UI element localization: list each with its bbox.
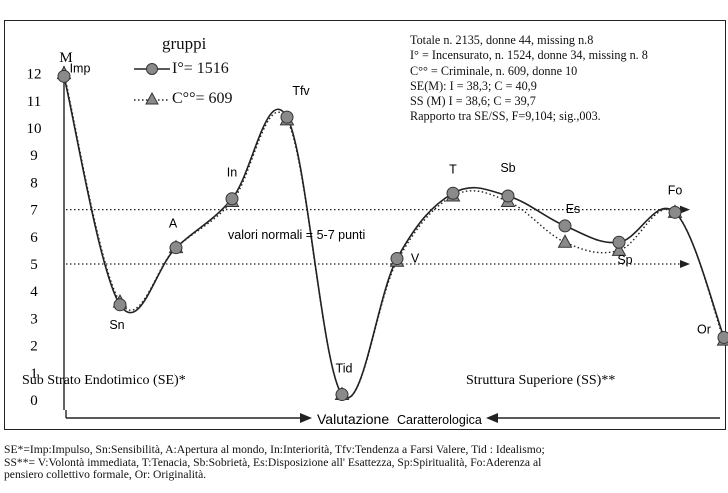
y-tick-label: 0 — [30, 393, 38, 409]
category-label-fo: Fo — [668, 183, 683, 197]
stats-line: SE(M): I = 38,3; C = 40,9 — [410, 78, 537, 93]
marker-circle-imp — [57, 69, 71, 83]
marker-circle-in — [225, 192, 239, 206]
category-label-t: T — [449, 162, 457, 176]
category-labels: Imp Sn A In Tfv Tid V T Sb Es Sp Fo Or — [70, 61, 711, 375]
y-tick-label: 7 — [30, 203, 38, 219]
category-label-v: V — [411, 252, 420, 266]
x-axis-label-main: Valutazione — [317, 411, 389, 427]
footnote-line: SS**= V:Volontà immediata, T:Tenacia, Sb… — [4, 455, 542, 469]
marker-circle-t — [446, 186, 460, 200]
legend-item-criminale: C°°= 609 — [132, 84, 272, 114]
stats-line: Totale n. 2135, donne 44, missing n.8 — [410, 33, 594, 47]
marker-triangle-es — [557, 234, 573, 248]
y-tick-label: 4 — [30, 284, 38, 300]
y-tick-label: 12 — [27, 67, 42, 83]
marker-circle-tfv — [280, 110, 294, 124]
category-label-sb: Sb — [500, 161, 515, 175]
legend-item-incensurato: I°= 1516 — [132, 54, 272, 84]
series-markers — [56, 65, 728, 402]
y-tick-label: 1 — [30, 366, 38, 382]
marker-circle-sn — [113, 298, 127, 312]
marker-circle-sp — [612, 235, 626, 249]
category-label-tid: Tid — [336, 362, 353, 376]
marker-circle-fo — [668, 205, 682, 219]
y-tick-label: 2 — [30, 339, 38, 355]
legend-footnote: SE*=Imp:Impulso, Sn:Sensibilità, A:Apert… — [4, 443, 724, 482]
legend-triangle-dotted-icon — [134, 92, 170, 105]
category-label-sn: Sn — [109, 318, 124, 332]
stats-line: C°° = Criminale, n. 609, donne 10 — [410, 63, 578, 78]
region-left-label: Sub Strato Endotimico (SE)* — [22, 373, 186, 388]
region-right-label: Struttura Superiore (SS)** — [466, 373, 615, 388]
y-tick-label: 8 — [30, 175, 38, 191]
category-label-a: A — [169, 217, 178, 231]
stats-line: SS (M) I = 38,6; C = 39,7 — [410, 94, 536, 109]
y-tick-label: 5 — [30, 257, 38, 273]
marker-circle-es — [558, 219, 572, 233]
category-label-tfv: Tfv — [292, 84, 310, 98]
reference-arrow — [680, 260, 690, 268]
y-tick-label: 9 — [30, 148, 38, 164]
y-axis-marker: M — [59, 50, 72, 66]
marker-circle-a — [169, 241, 183, 255]
chart-annotations: valori normali = 5-7 punti Sub Strato En… — [22, 228, 615, 427]
reference-arrow — [680, 205, 690, 214]
x-axis-arrows — [65, 410, 720, 423]
legend-label-criminale: C°°= 609 — [172, 90, 233, 107]
marker-circle-sb — [501, 189, 515, 203]
stats-line: Rapporto tra SE/SS, F=9,104; sig.,003. — [410, 109, 601, 124]
legend: gruppi I°= 1516 C°°= 609 — [132, 34, 272, 114]
footnote-line: pensiero collettivo formale, Or: Origina… — [4, 468, 207, 482]
legend-label-incensurato: I°= 1516 — [172, 60, 229, 77]
marker-circle-or — [717, 330, 728, 344]
marker-triangle-sp — [611, 242, 627, 256]
category-label-es: Es — [566, 202, 581, 216]
x-axis-label-sub: Caratterologica — [397, 413, 482, 427]
marker-circle-v — [390, 252, 404, 266]
normal-range-annotation: valori normali = 5-7 punti — [228, 228, 365, 242]
y-tick-label: 11 — [27, 94, 41, 110]
reference-lines — [66, 205, 690, 268]
legend-title: gruppi — [162, 34, 207, 53]
marker-circle-tid — [335, 388, 349, 402]
category-label-or: Or — [697, 322, 711, 336]
category-label-sp: Sp — [617, 253, 632, 267]
stats-line: I° = Incensurato, n. 1524, donne 34, mis… — [410, 48, 648, 63]
statistics-box: Totale n. 2135, donne 44, missing n.8 I°… — [410, 33, 648, 125]
x-axis-label: Valutazione Caratterologica — [317, 411, 482, 427]
category-label-in: In — [227, 166, 237, 180]
y-tick-label: 10 — [27, 121, 42, 137]
y-tick-label: 6 — [30, 230, 38, 246]
legend-circle-line-icon — [134, 63, 170, 75]
y-tick-label: 3 — [30, 311, 38, 327]
footnote-line: SE*=Imp:Impulso, Sn:Sensibilità, A:Apert… — [4, 443, 545, 456]
category-label-imp: Imp — [70, 61, 91, 75]
